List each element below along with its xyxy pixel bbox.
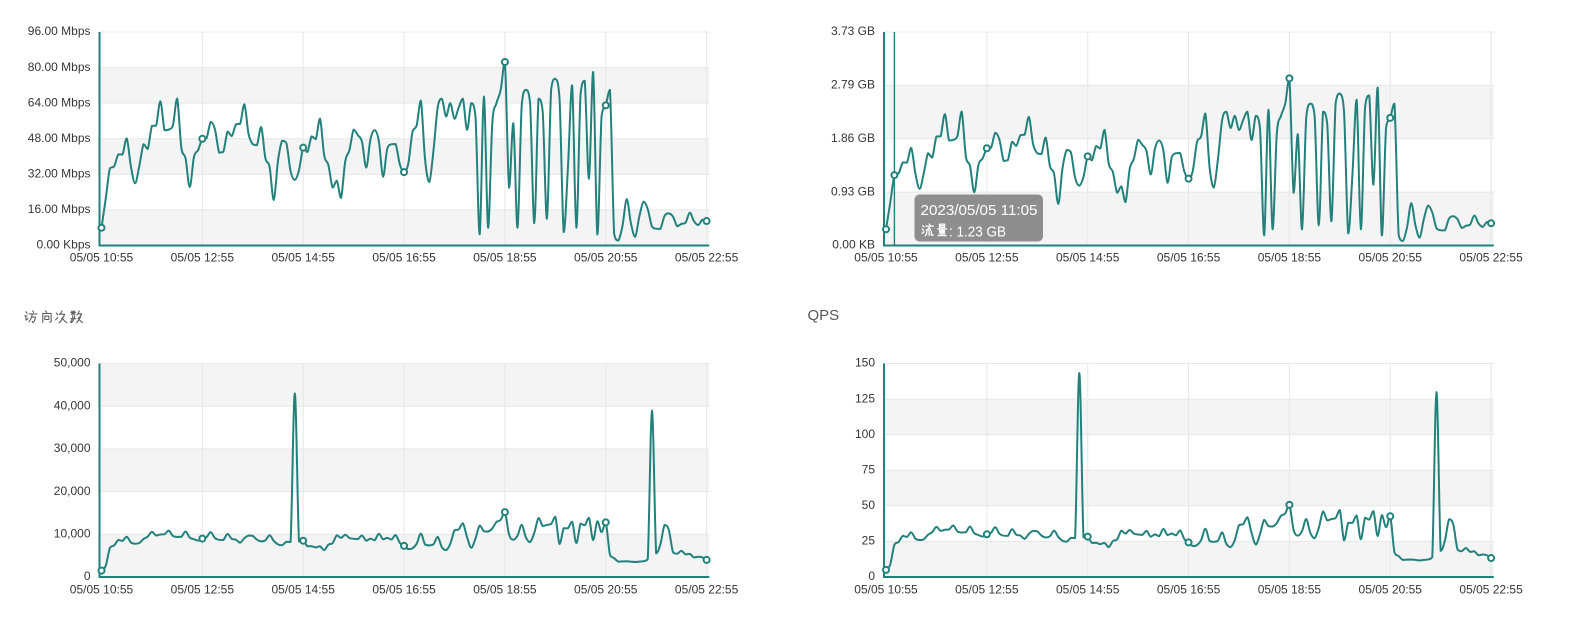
svg-text:32.00 Mbps: 32.00 Mbps [28, 167, 91, 181]
svg-text:75: 75 [862, 462, 876, 476]
svg-text:05/05 22:55: 05/05 22:55 [1459, 583, 1523, 597]
svg-text:05/05 10:55: 05/05 10:55 [854, 583, 918, 597]
svg-text:05/05 20:55: 05/05 20:55 [574, 583, 638, 597]
svg-text:50,000: 50,000 [54, 356, 91, 370]
svg-text:05/05 12:55: 05/05 12:55 [171, 583, 235, 597]
svg-text:05/05 20:55: 05/05 20:55 [574, 251, 638, 265]
svg-text:2023/05/05 11:05: 2023/05/05 11:05 [921, 202, 1038, 219]
svg-text:3.73 GB: 3.73 GB [831, 24, 875, 38]
svg-text:05/05 10:55: 05/05 10:55 [70, 251, 134, 265]
svg-text:16.00 Mbps: 16.00 Mbps [28, 202, 91, 216]
svg-text:0.00 KB: 0.00 KB [832, 238, 875, 252]
svg-text:05/05 20:55: 05/05 20:55 [1359, 583, 1423, 597]
svg-text:05/05 16:55: 05/05 16:55 [372, 583, 436, 597]
svg-text:30,000: 30,000 [54, 441, 91, 455]
svg-text:05/05 22:55: 05/05 22:55 [1459, 251, 1523, 265]
svg-text:05/05 14:55: 05/05 14:55 [271, 251, 335, 265]
svg-text:05/05 18:55: 05/05 18:55 [1258, 251, 1322, 265]
svg-text:QPS: QPS [808, 307, 840, 324]
svg-text:150: 150 [855, 356, 875, 370]
svg-text:05/05 22:55: 05/05 22:55 [675, 251, 739, 265]
svg-text:: 1.23 GB: : 1.23 GB [949, 224, 1006, 241]
svg-text:05/05 10:55: 05/05 10:55 [854, 251, 918, 265]
svg-text:05/05 20:55: 05/05 20:55 [1359, 251, 1423, 265]
svg-text:0: 0 [84, 569, 91, 583]
svg-text:100: 100 [855, 427, 875, 441]
svg-text:05/05 14:55: 05/05 14:55 [271, 583, 335, 597]
svg-text:05/05 18:55: 05/05 18:55 [1258, 583, 1322, 597]
svg-text:80.00 Mbps: 80.00 Mbps [28, 60, 91, 74]
svg-text:10,000: 10,000 [54, 527, 91, 541]
svg-text:64.00 Mbps: 64.00 Mbps [28, 95, 91, 109]
svg-text:05/05 16:55: 05/05 16:55 [1157, 583, 1221, 597]
svg-text:05/05 18:55: 05/05 18:55 [473, 583, 537, 597]
svg-text:05/05 12:55: 05/05 12:55 [955, 583, 1019, 597]
svg-text:05/05 22:55: 05/05 22:55 [675, 583, 739, 597]
svg-text:48.00 Mbps: 48.00 Mbps [28, 131, 91, 145]
svg-text:0.00 Kbps: 0.00 Kbps [36, 238, 90, 252]
svg-text:05/05 14:55: 05/05 14:55 [1056, 251, 1120, 265]
svg-text:1.86 GB: 1.86 GB [831, 131, 875, 145]
svg-text:05/05 12:55: 05/05 12:55 [955, 251, 1019, 265]
svg-text:96.00 Mbps: 96.00 Mbps [28, 24, 91, 38]
svg-text:05/05 10:55: 05/05 10:55 [70, 583, 134, 597]
svg-text:05/05 14:55: 05/05 14:55 [1056, 583, 1120, 597]
svg-text:0.93 GB: 0.93 GB [831, 184, 875, 198]
svg-text:20,000: 20,000 [54, 484, 91, 498]
svg-text:05/05 12:55: 05/05 12:55 [171, 251, 235, 265]
svg-text:25: 25 [862, 534, 876, 548]
svg-text:0: 0 [868, 569, 875, 583]
svg-text:05/05 16:55: 05/05 16:55 [372, 251, 436, 265]
svg-text:2.79 GB: 2.79 GB [831, 78, 875, 92]
svg-text:50: 50 [862, 498, 876, 512]
svg-text:05/05 16:55: 05/05 16:55 [1157, 251, 1221, 265]
svg-text:05/05 18:55: 05/05 18:55 [473, 251, 537, 265]
svg-text:40,000: 40,000 [54, 398, 91, 412]
svg-text:125: 125 [855, 391, 875, 405]
